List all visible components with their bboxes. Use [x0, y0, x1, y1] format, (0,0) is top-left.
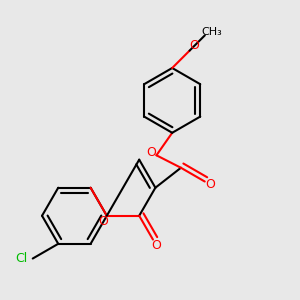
Text: O: O	[98, 215, 108, 228]
Text: O: O	[152, 239, 161, 252]
Text: O: O	[206, 178, 216, 191]
Text: CH₃: CH₃	[201, 27, 222, 37]
Text: Cl: Cl	[16, 252, 28, 265]
Text: O: O	[146, 146, 156, 159]
Text: O: O	[190, 39, 199, 52]
